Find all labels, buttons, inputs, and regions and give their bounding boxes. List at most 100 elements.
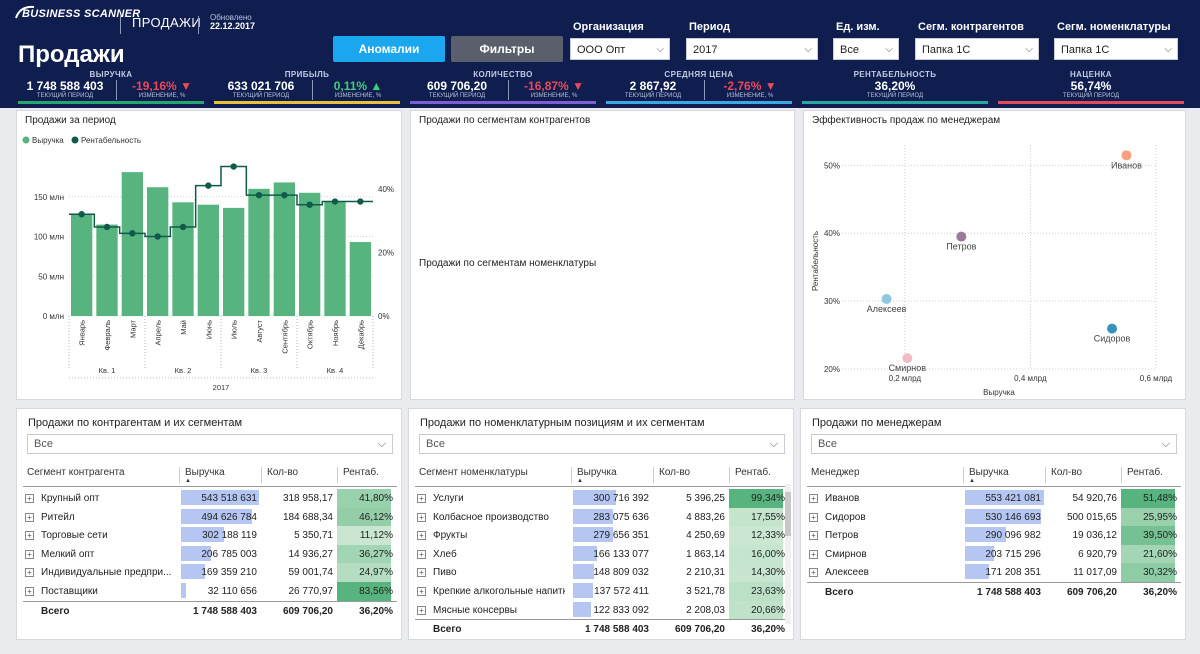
table-row[interactable]: + Ритейл 494 626 784 184 688,34 46,12% xyxy=(23,507,397,527)
kpi-margin-value: 36,20% xyxy=(874,79,916,93)
kpi-accent-line xyxy=(606,101,792,104)
table-row[interactable]: + Торговые сети 302 188 119 5 350,71 11,12% xyxy=(23,526,397,546)
column-header[interactable]: Кол-во xyxy=(1051,467,1083,478)
table-row[interactable]: + Крупный опт 543 518 631 318 958,17 41,80% xyxy=(23,489,397,508)
filters-button[interactable]: Фильтры xyxy=(451,36,563,62)
total-cell: 609 706,20 xyxy=(1066,587,1117,598)
column-header[interactable]: Рентаб. xyxy=(343,467,379,478)
expand-icon[interactable]: + xyxy=(417,587,426,596)
expand-icon[interactable]: + xyxy=(809,512,818,522)
expand-icon[interactable]: + xyxy=(417,494,426,503)
column-header[interactable]: Сегмент контрагента xyxy=(27,467,125,478)
anomalies-button[interactable]: Аномалии xyxy=(333,36,445,62)
kpi-profit-label: ПРИБЫЛЬ xyxy=(284,70,330,79)
margin-heat-cell xyxy=(729,526,783,546)
margin-point xyxy=(281,191,288,199)
margin-heat-cell xyxy=(729,582,783,601)
column-header[interactable]: Рентаб. xyxy=(1127,467,1163,478)
filter-period-select[interactable]: 2017 ⌵ xyxy=(686,38,818,60)
column-header[interactable]: Менеджер xyxy=(811,467,860,478)
column-header[interactable]: Выручка xyxy=(969,467,1009,478)
expand-icon[interactable]: + xyxy=(417,549,426,559)
expand-icon[interactable]: + xyxy=(809,568,818,578)
table-row[interactable]: + Пиво 148 809 032 2 210,31 14,30% xyxy=(415,563,789,583)
chevron-down-icon: ⌵ xyxy=(377,438,386,450)
card-title: Продажи по менеджерам xyxy=(812,417,942,429)
kpi-price-label: СРЕДНЯЯ ЦЕНА xyxy=(664,70,734,79)
filter-contr-select[interactable]: Папка 1С ⌵ xyxy=(915,38,1039,60)
margin-point xyxy=(205,182,212,189)
margin-point xyxy=(306,201,313,208)
header-divider xyxy=(807,486,1181,487)
table-scrollbar[interactable] xyxy=(785,484,791,624)
table-row[interactable]: + Сидоров 530 146 693 500 015,65 25,95% xyxy=(807,507,1181,527)
manager-point-label: Сидоров xyxy=(1094,334,1131,344)
expand-icon[interactable]: + xyxy=(25,568,34,578)
filter-org-select[interactable]: ООО Опт ⌵ xyxy=(570,38,670,60)
table-row[interactable]: + Услуги 300 716 392 5 396,25 99,34% xyxy=(415,489,789,508)
table-row[interactable]: + Крепкие алкогольные напитки 137 572 411 3… xyxy=(415,582,789,601)
scrollbar-thumb[interactable] xyxy=(785,492,791,536)
sort-caret-icon: ▲ xyxy=(577,478,583,484)
table-row[interactable]: + Индивидуальные предпри... 169 359 210 59 … xyxy=(23,563,397,583)
expand-icon[interactable]: + xyxy=(417,531,426,541)
expand-icon[interactable]: + xyxy=(417,605,426,615)
kpi-divider xyxy=(508,80,509,100)
expand-icon[interactable]: + xyxy=(809,531,818,541)
table-cell: 39,50% xyxy=(1143,530,1177,542)
table-row[interactable]: + Поставщики 32 110 656 26 770,97 83,56% xyxy=(23,582,397,601)
nomenclature-filter-dropdown[interactable]: Все ⌵ xyxy=(419,434,785,454)
kpi-revenue-change: -19,16% ▼ xyxy=(120,79,204,93)
managers-filter-dropdown[interactable]: Все ⌵ xyxy=(811,434,1177,454)
table-row[interactable]: + Петров 290 096 982 19 036,12 39,50% xyxy=(807,526,1181,546)
column-header[interactable]: Кол-во xyxy=(659,467,691,478)
chevron-down-icon: ⌵ xyxy=(656,44,664,55)
column-header[interactable]: Выручка xyxy=(185,467,225,478)
expand-icon[interactable]: + xyxy=(809,549,818,559)
filter-nom-select[interactable]: Папка 1С ⌵ xyxy=(1054,38,1178,60)
expand-icon[interactable]: + xyxy=(417,512,426,522)
sales-period-chart[interactable]: Выручка Рентабельность 0 млн 50 млн 100 млн 1… xyxy=(17,111,403,401)
managers-scatter-chart[interactable]: 20% 30% 40% 50% 0,2 млрд 0,4 млрд 0,6 млрд Выру… xyxy=(804,111,1187,401)
segment-donut-charts[interactable]: Крупный опт 31,08%Ритейл 28,29%Торговые … xyxy=(411,111,796,401)
table-cell: 1 863,14 xyxy=(686,548,725,560)
chevron-down-icon: ⌵ xyxy=(769,438,778,450)
expand-icon[interactable]: + xyxy=(25,531,34,541)
table-cell: 122 833 092 xyxy=(593,604,649,616)
table-row[interactable]: + Хлеб 166 133 077 1 863,14 16,00% xyxy=(415,544,789,564)
contractors-filter-dropdown[interactable]: Все ⌵ xyxy=(27,434,393,454)
table-row[interactable]: + Алексеев 171 208 351 11 017,09 30,32% xyxy=(807,563,1181,583)
table-cell: 83,56% xyxy=(359,586,393,597)
kpi-qty-change: -16,87% ▼ xyxy=(512,79,596,93)
table-cell: 23,63% xyxy=(751,586,785,597)
table-cell: Колбасное производство xyxy=(433,511,549,523)
card-title: Продажи по контрагентам и их сегментам xyxy=(28,417,243,429)
table-row[interactable]: + Иванов 553 421 081 54 920,76 51,48% xyxy=(807,489,1181,508)
table-row[interactable]: + Фрукты 279 656 351 4 250,69 12,33% xyxy=(415,526,789,546)
expand-icon[interactable]: + xyxy=(25,549,34,559)
table-cell: 11,12% xyxy=(359,530,393,542)
column-header[interactable]: Выручка xyxy=(577,467,617,478)
kpi-markup-value: 56,74% xyxy=(1070,79,1112,93)
table-cell: 11 017,09 xyxy=(1073,567,1117,579)
column-header[interactable]: Сегмент номенклатуры xyxy=(419,467,528,478)
arrow-up-icon: ▲ xyxy=(370,79,383,93)
table-row[interactable]: + Колбасное производство 283 075 636 4 883,… xyxy=(415,507,789,527)
total-cell: 1 748 588 403 xyxy=(977,587,1041,598)
updated-label: Обновлено xyxy=(210,13,252,22)
filter-unit-label: Ед. изм. xyxy=(836,21,880,33)
column-header[interactable]: Рентаб. xyxy=(735,467,771,478)
table-row[interactable]: + Мелкий опт 206 785 003 14 936,27 36,27% xyxy=(23,544,397,564)
expand-icon[interactable]: + xyxy=(809,494,818,503)
revenue-bar xyxy=(172,202,194,316)
column-header[interactable]: Кол-во xyxy=(267,467,299,478)
table-row[interactable]: + Смирнов 203 715 296 6 920,79 21,60% xyxy=(807,544,1181,564)
kpi-divider xyxy=(312,80,313,100)
filter-unit-select[interactable]: Все ⌵ xyxy=(833,38,899,60)
expand-icon[interactable]: + xyxy=(25,587,34,596)
expand-icon[interactable]: + xyxy=(417,568,426,578)
expand-icon[interactable]: + xyxy=(25,512,34,522)
expand-icon[interactable]: + xyxy=(25,494,34,503)
revenue-databar xyxy=(965,508,1041,524)
table-row[interactable]: + Мясные консервы 122 833 092 2 208,03 20,66… xyxy=(415,600,789,620)
